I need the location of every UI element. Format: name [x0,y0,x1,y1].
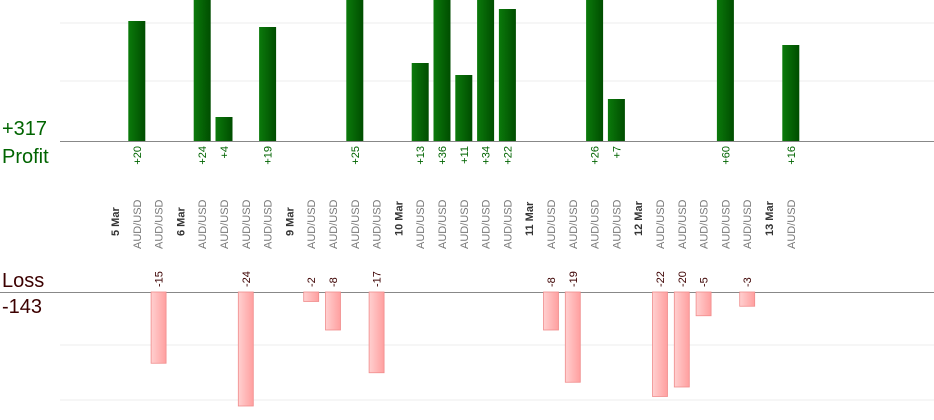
profit-value-label: +11 [459,146,471,164]
date-label: 13 Mar [764,200,776,236]
loss-value-label: -17 [372,271,384,287]
pair-label: AUD/USD [263,199,275,249]
profit-total: +317 [2,118,48,140]
loss-total: -143 [2,296,43,318]
pair-label: AUD/USD [328,199,340,249]
profit-label: Profit [2,146,49,168]
profit-value-label: +4 [219,146,231,159]
pair-label: AUD/USD [306,199,318,249]
profit-bar [498,9,516,141]
pair-label: AUD/USD [502,199,514,249]
profit-value-label: +20 [132,146,144,165]
date-label: 9 Mar [284,207,296,236]
profit-value-label: +13 [415,146,427,165]
date-label: 12 Mar [633,200,645,236]
pair-label: AUD/USD [611,199,623,249]
profit-bar [411,63,429,141]
profit-value-label: +26 [590,146,602,165]
pair-label: AUD/USD [132,199,144,249]
loss-value-label: -24 [241,271,253,287]
profit-bar [193,0,211,141]
profit-bar [259,27,277,141]
pair-label: AUD/USD [568,199,580,249]
profit-bar [128,21,146,141]
pair-label: AUD/USD [655,199,667,249]
pair-label: AUD/USD [677,199,689,249]
loss-value-label: -15 [154,271,166,287]
date-label: 6 Mar [175,207,187,236]
pair-label: AUD/USD [197,199,209,249]
loss-value-label: -19 [568,271,580,287]
pair-label: AUD/USD [372,199,384,249]
profit-bar [782,45,800,141]
loss-bar [237,291,254,407]
loss-label: Loss [2,270,45,292]
profit-value-label: +22 [502,146,514,165]
pair-label: AUD/USD [219,199,231,249]
loss-value-label: -2 [306,277,318,287]
pair-label: AUD/USD [350,199,362,249]
profit-bar [455,75,473,141]
date-label: 11 Mar [524,201,536,236]
profit-value-label: +34 [481,146,493,165]
profit-bar [433,0,451,141]
loss-value-label: -5 [699,277,711,287]
profit-value-label: +25 [350,146,362,165]
pair-label: AUD/USD [742,199,754,249]
profit-bar [215,117,233,141]
loss-value-label: -20 [677,271,689,287]
pair-label: AUD/USD [415,199,427,249]
pair-label: AUD/USD [437,199,449,249]
profit-value-label: +16 [786,146,798,165]
loss-value-label: -8 [546,277,558,287]
loss-value-label: -3 [742,277,754,287]
pair-label: AUD/USD [699,199,711,249]
pair-label: AUD/USD [720,199,732,249]
pair-label: AUD/USD [590,199,602,249]
pair-label: AUD/USD [241,199,253,249]
pair-label: AUD/USD [546,199,558,249]
loss-bar [695,291,712,317]
pair-label: AUD/USD [154,199,166,249]
profit-bar [346,0,364,141]
loss-bar [564,291,581,383]
loss-bar [739,291,756,307]
pair-label: AUD/USD [481,199,493,249]
labels: 5 Mar AUD/USD +20 AUD/USD -15 6 Mar AUD/USD +24… [110,146,798,287]
loss-bar [652,291,668,397]
profit-bar [607,99,625,141]
loss-bar [368,291,385,374]
loss-value-label: -22 [655,271,667,287]
profit-value-label: +19 [263,146,275,165]
profit-value-label: +24 [197,146,209,165]
profit-value-label: +7 [611,146,623,159]
loss-bar [673,291,690,388]
profit-bar [716,0,734,141]
date-label: 5 Mar [110,207,122,236]
profit-value-label: +60 [720,146,732,165]
profit-bar [477,0,495,141]
profit-value-label: +36 [437,146,449,165]
loss-bar [543,291,559,331]
bars [128,0,800,407]
loss-bar [325,291,341,331]
loss-bar [150,291,167,364]
loss-value-label: -8 [328,277,340,287]
loss-bar [303,291,320,302]
profit-bar [586,0,604,141]
pair-label: AUD/USD [786,199,798,249]
date-label: 10 Mar [393,200,405,236]
pair-label: AUD/USD [459,199,471,249]
